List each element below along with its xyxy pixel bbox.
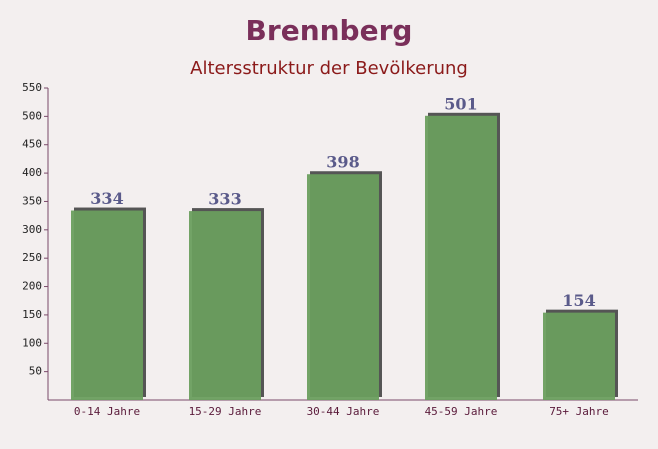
value-label: 334 xyxy=(90,189,123,208)
y-tick-label: 500 xyxy=(22,109,42,122)
bar xyxy=(71,210,143,400)
x-tick-label: 30-44 Jahre xyxy=(307,405,380,418)
bar xyxy=(189,211,261,400)
value-label: 501 xyxy=(444,94,477,113)
chart-title: Brennberg xyxy=(246,14,413,47)
y-tick-label: 300 xyxy=(22,223,42,236)
bar xyxy=(425,115,497,401)
y-tick-label: 200 xyxy=(22,280,42,293)
y-tick-label: 400 xyxy=(22,166,42,179)
y-tick-label: 100 xyxy=(22,336,42,349)
y-tick-label: 50 xyxy=(29,365,42,378)
x-tick-label: 0-14 Jahre xyxy=(74,405,140,418)
bar xyxy=(307,174,379,400)
value-label: 333 xyxy=(208,190,241,209)
x-tick-label: 15-29 Jahre xyxy=(189,405,262,418)
y-tick-label: 550 xyxy=(22,81,42,94)
y-tick-label: 450 xyxy=(22,138,42,151)
value-label: 398 xyxy=(326,153,359,172)
bar xyxy=(543,312,615,400)
y-tick-label: 150 xyxy=(22,308,42,321)
value-label: 154 xyxy=(562,291,595,310)
y-tick-label: 350 xyxy=(22,194,42,207)
x-tick-label: 45-59 Jahre xyxy=(425,405,498,418)
y-tick-label: 250 xyxy=(22,251,42,264)
x-tick-label: 75+ Jahre xyxy=(549,405,609,418)
chart-subtitle: Altersstruktur der Bevölkerung xyxy=(190,58,468,79)
